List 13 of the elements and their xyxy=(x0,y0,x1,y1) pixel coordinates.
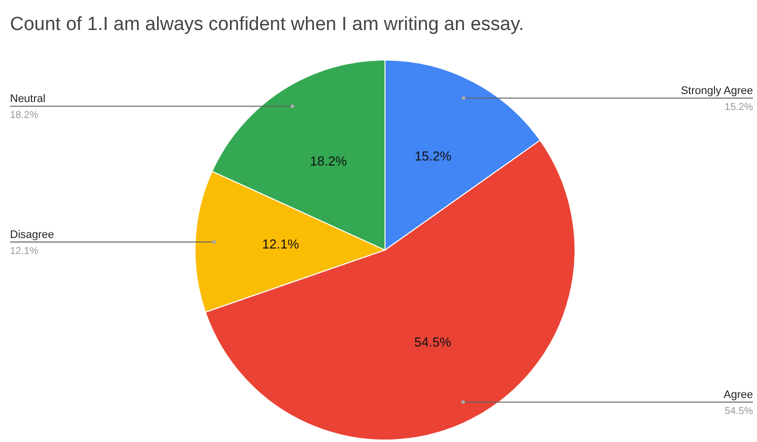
text: 12.1% xyxy=(10,246,38,257)
text: 18.2% xyxy=(10,110,38,122)
slice-label: Disagree xyxy=(10,228,54,241)
slice-label: Agree xyxy=(724,389,753,402)
text: 54.5% xyxy=(724,406,753,418)
text: 15.2% xyxy=(724,102,753,114)
data-label: 15.2% xyxy=(414,148,452,164)
data-label: 18.2% xyxy=(310,154,348,169)
data-label: 54.5% xyxy=(414,334,452,350)
slice-label: Strongly Agree xyxy=(680,85,753,98)
chart-title: Count of 1.I am always confident when I am writing an essay. xyxy=(10,14,524,35)
data-label: 12.1% xyxy=(262,236,300,252)
slice-label: Neutral xyxy=(10,93,46,106)
